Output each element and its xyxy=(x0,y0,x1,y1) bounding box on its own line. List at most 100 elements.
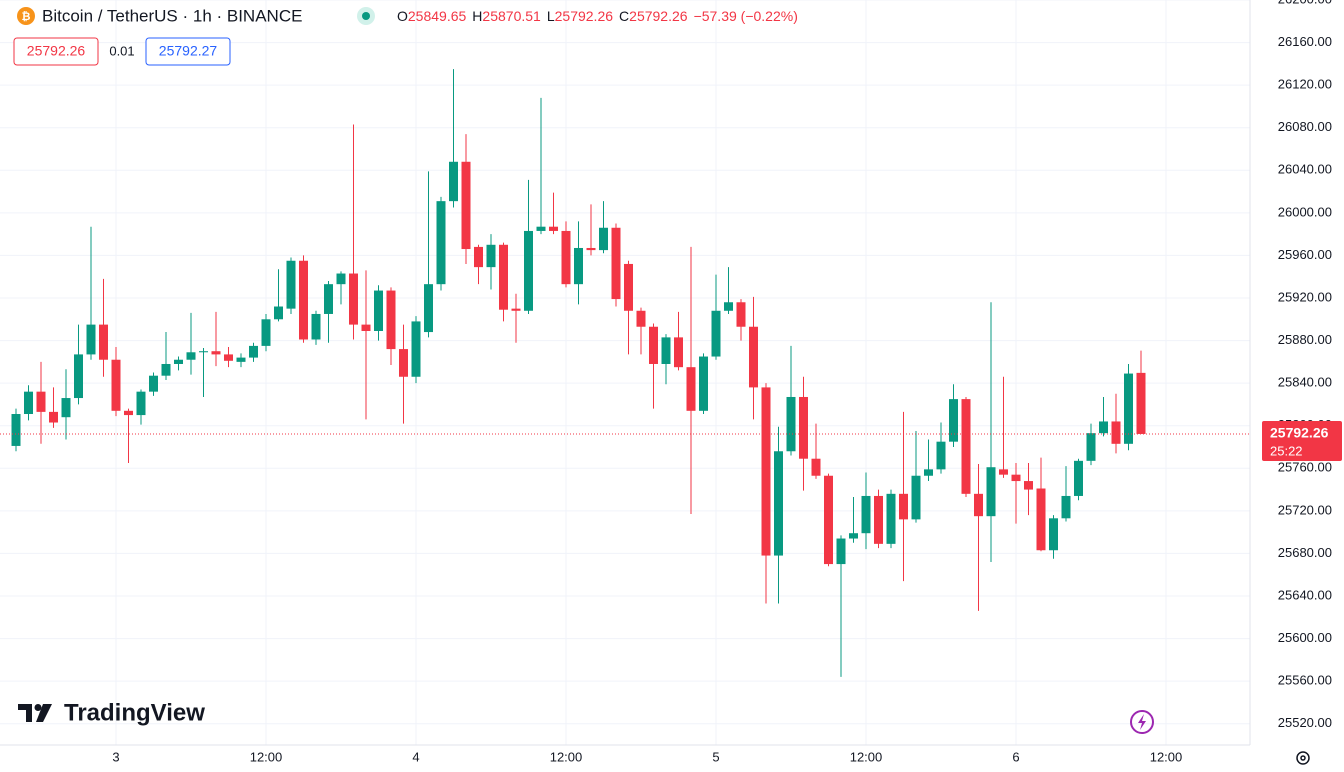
lightning-icon[interactable] xyxy=(1130,710,1154,734)
lightning-glyph xyxy=(1138,714,1146,730)
ohlc-value: 25792.26 xyxy=(629,8,688,24)
candle-body xyxy=(261,319,271,346)
candle-body xyxy=(849,533,858,539)
candle-body xyxy=(186,352,196,360)
candle-body xyxy=(1124,373,1133,444)
candle-body xyxy=(74,354,83,399)
market-status-dot xyxy=(362,12,370,20)
candle-body xyxy=(399,349,408,377)
ohlc-value: 25792.26 xyxy=(555,8,614,24)
ohlc-key: H xyxy=(472,8,482,24)
candle-body xyxy=(661,337,671,364)
candle-body xyxy=(436,201,446,285)
candle-body xyxy=(924,469,933,476)
x-tick-label: 12:00 xyxy=(550,749,583,764)
y-tick-label: 25880.00 xyxy=(1278,332,1332,347)
candle-body xyxy=(961,399,971,494)
candle-body xyxy=(361,324,371,331)
candle-body xyxy=(236,357,246,362)
candle-body xyxy=(411,321,421,377)
candle-body xyxy=(124,410,133,416)
candle-body xyxy=(824,475,833,565)
y-tick-label: 25840.00 xyxy=(1278,375,1332,390)
candle-body xyxy=(786,396,796,452)
bid-price: 25792.26 xyxy=(27,43,86,59)
y-tick-label: 25560.00 xyxy=(1278,673,1332,688)
x-tick-label: 12:00 xyxy=(250,749,283,764)
candle-body xyxy=(474,246,483,268)
candle-body xyxy=(49,411,58,423)
ask-box[interactable] xyxy=(145,37,231,66)
candle-body xyxy=(886,493,896,544)
candle-body xyxy=(149,375,158,392)
candle-body xyxy=(499,244,508,310)
candle-body xyxy=(586,247,596,251)
ohlc-value: 25870.51 xyxy=(482,8,541,24)
candle-body xyxy=(1111,421,1121,444)
ask-price: 25792.27 xyxy=(159,43,218,59)
plot xyxy=(0,69,1250,677)
candle-body xyxy=(511,308,521,311)
x-tick-label: 4 xyxy=(412,749,419,764)
candle-body xyxy=(36,391,46,412)
coin-icon-glyph: ₿ xyxy=(22,11,31,23)
candle-body xyxy=(724,302,733,311)
ohlc-text: O25849.65 H25870.51 L25792.26 C25792.26 −57.… xyxy=(397,8,798,24)
candle-body xyxy=(374,290,383,331)
y-tick-label: 26080.00 xyxy=(1278,119,1332,134)
candle-body xyxy=(311,313,321,340)
candle-body xyxy=(799,396,808,459)
candle-body xyxy=(199,351,208,353)
y-tick-label: 25720.00 xyxy=(1278,502,1332,517)
watermark-logo xyxy=(18,704,52,722)
candle-body xyxy=(1099,421,1108,434)
candle-body xyxy=(999,469,1008,475)
candle-body xyxy=(836,538,846,565)
candle-body xyxy=(624,263,633,311)
y-tick-label: 26120.00 xyxy=(1278,77,1332,92)
candle-body xyxy=(449,161,458,202)
y-tick-label: 26200.00 xyxy=(1278,0,1332,6)
candle-body xyxy=(611,227,621,300)
symbol-title: Bitcoin / TetherUS · 1h · BINANCE xyxy=(42,6,302,25)
y-tick-label: 25680.00 xyxy=(1278,545,1332,560)
candle-body xyxy=(636,310,646,327)
candle-body xyxy=(686,367,696,411)
last-price-box xyxy=(1262,420,1342,461)
candle-body xyxy=(61,398,71,418)
candle-body xyxy=(861,495,871,534)
candle-body xyxy=(136,391,146,416)
candle-body xyxy=(274,306,283,320)
x-tick-label: 3 xyxy=(112,749,119,764)
candle-body xyxy=(536,226,546,231)
settings-icon[interactable] xyxy=(1296,751,1310,765)
ohlc-key: O xyxy=(397,8,408,24)
countdown-label: 25:22 xyxy=(1270,443,1303,458)
candle-body xyxy=(161,363,171,376)
candle-body xyxy=(1074,460,1083,496)
candle-body xyxy=(174,359,183,364)
ohlc-value: 25849.65 xyxy=(408,8,467,24)
y-tick-label: 25960.00 xyxy=(1278,247,1332,262)
y-tick-label: 25760.00 xyxy=(1278,460,1332,475)
candle-body xyxy=(811,458,821,476)
ohlc-key: C xyxy=(619,8,629,24)
bid-box[interactable] xyxy=(13,37,99,66)
axes: 25520.00 25560.00 25600.00 25640.00 25680.00… xyxy=(112,0,1342,764)
y-tick-label: 25520.00 xyxy=(1278,715,1332,730)
ohlc-change: −57.39 (−0.22%) xyxy=(694,8,798,24)
candle-body xyxy=(736,302,746,327)
candle-body xyxy=(674,337,683,368)
x-tick-label: 5 xyxy=(712,749,719,764)
watermark: TradingView xyxy=(64,699,205,726)
candle-body xyxy=(649,326,658,364)
candle-body xyxy=(299,260,308,340)
candle-body xyxy=(949,399,958,442)
candle-body xyxy=(1011,474,1021,482)
candle-body xyxy=(974,493,983,517)
coin-icon xyxy=(17,7,35,25)
candle-body xyxy=(386,290,396,350)
candle-body xyxy=(1024,481,1033,490)
candle-body xyxy=(711,310,721,357)
y-tick-label: 25920.00 xyxy=(1278,289,1332,304)
